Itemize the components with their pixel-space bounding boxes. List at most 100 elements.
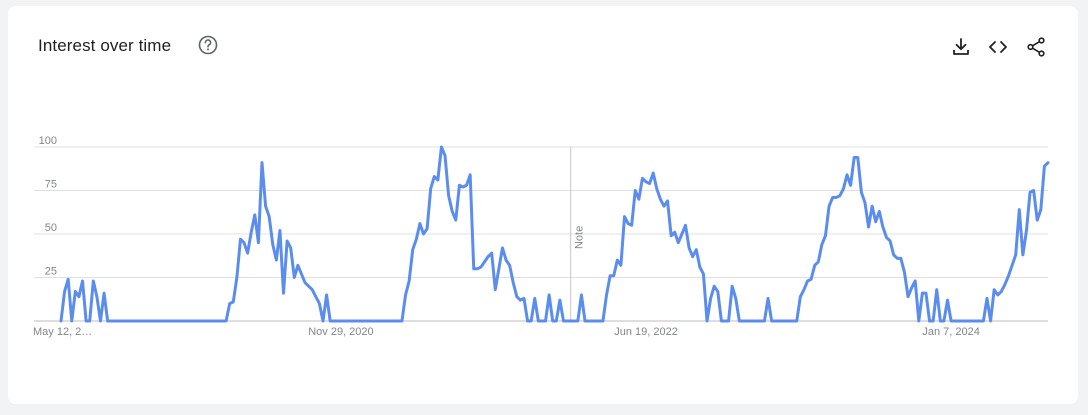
data-point	[566, 320, 568, 322]
data-point	[117, 320, 119, 322]
data-point	[652, 172, 654, 174]
data-point	[264, 205, 266, 207]
data-point	[842, 188, 844, 190]
data-point	[211, 320, 213, 322]
code-icon	[989, 41, 1007, 53]
data-point	[623, 215, 625, 217]
data-point	[462, 186, 464, 188]
data-point	[103, 292, 105, 294]
embed-button[interactable]	[987, 36, 1009, 58]
data-point	[810, 278, 812, 280]
data-point	[889, 240, 891, 242]
data-point	[426, 228, 428, 230]
data-point	[275, 259, 277, 261]
help-circle-icon[interactable]	[198, 35, 218, 55]
data-point	[494, 288, 496, 290]
data-point	[706, 320, 708, 322]
data-point	[1022, 254, 1024, 256]
data-point	[473, 268, 475, 270]
data-point	[60, 320, 62, 322]
data-point	[939, 320, 941, 322]
data-point	[358, 320, 360, 322]
data-point	[1014, 254, 1016, 256]
data-point	[695, 248, 697, 250]
data-point	[218, 320, 220, 322]
data-point	[196, 320, 198, 322]
data-point	[333, 320, 335, 322]
data-point	[674, 231, 676, 233]
data-point	[465, 184, 467, 186]
data-point	[246, 252, 248, 254]
data-point	[487, 255, 489, 257]
data-point	[1040, 208, 1042, 210]
data-point	[896, 257, 898, 259]
data-point	[63, 290, 65, 292]
data-point	[336, 320, 338, 322]
data-point	[135, 320, 137, 322]
data-point	[437, 179, 439, 181]
data-point	[702, 273, 704, 275]
data-point	[225, 320, 227, 322]
data-point	[290, 247, 292, 249]
data-point	[343, 320, 345, 322]
data-point	[419, 222, 421, 224]
data-point	[595, 320, 597, 322]
data-point	[221, 320, 223, 322]
data-point	[361, 320, 363, 322]
data-point	[182, 320, 184, 322]
data-point	[239, 238, 241, 240]
data-point	[602, 320, 604, 322]
data-point	[699, 266, 701, 268]
data-point	[817, 261, 819, 263]
data-point	[821, 243, 823, 245]
data-point	[139, 320, 141, 322]
data-point	[573, 320, 575, 322]
data-point	[81, 280, 83, 282]
data-point	[627, 222, 629, 224]
data-point	[767, 297, 769, 299]
data-point	[638, 198, 640, 200]
data-point	[1029, 191, 1031, 193]
data-point	[968, 320, 970, 322]
data-point	[645, 181, 647, 183]
download-button[interactable]	[950, 36, 972, 58]
data-point	[846, 174, 848, 176]
data-point	[397, 320, 399, 322]
data-point	[422, 233, 424, 235]
data-point	[727, 320, 729, 322]
data-point	[691, 255, 693, 257]
data-point	[738, 320, 740, 322]
data-point	[752, 320, 754, 322]
data-point	[394, 320, 396, 322]
data-point	[157, 320, 159, 322]
data-point	[918, 320, 920, 322]
note-label: Note	[574, 226, 586, 249]
data-point	[530, 320, 532, 322]
data-point	[910, 287, 912, 289]
data-point	[1011, 264, 1013, 266]
data-point	[580, 294, 582, 296]
data-point	[71, 320, 73, 322]
data-point	[74, 290, 76, 292]
data-point	[709, 297, 711, 299]
data-point	[519, 299, 521, 301]
data-point	[792, 320, 794, 322]
data-point	[613, 275, 615, 277]
data-point	[451, 210, 453, 212]
data-point	[788, 320, 790, 322]
data-point	[365, 320, 367, 322]
data-point	[189, 320, 191, 322]
data-point	[311, 288, 313, 290]
data-point	[806, 280, 808, 282]
card-title: Interest over time	[38, 36, 172, 55]
share-button[interactable]	[1025, 36, 1047, 58]
data-point	[803, 288, 805, 290]
y-tick-label: 25	[45, 266, 57, 278]
data-point	[304, 282, 306, 284]
data-point	[193, 320, 195, 322]
data-point	[860, 191, 862, 193]
data-point	[713, 285, 715, 287]
data-point	[641, 177, 643, 179]
data-point	[347, 320, 349, 322]
data-point	[677, 242, 679, 244]
